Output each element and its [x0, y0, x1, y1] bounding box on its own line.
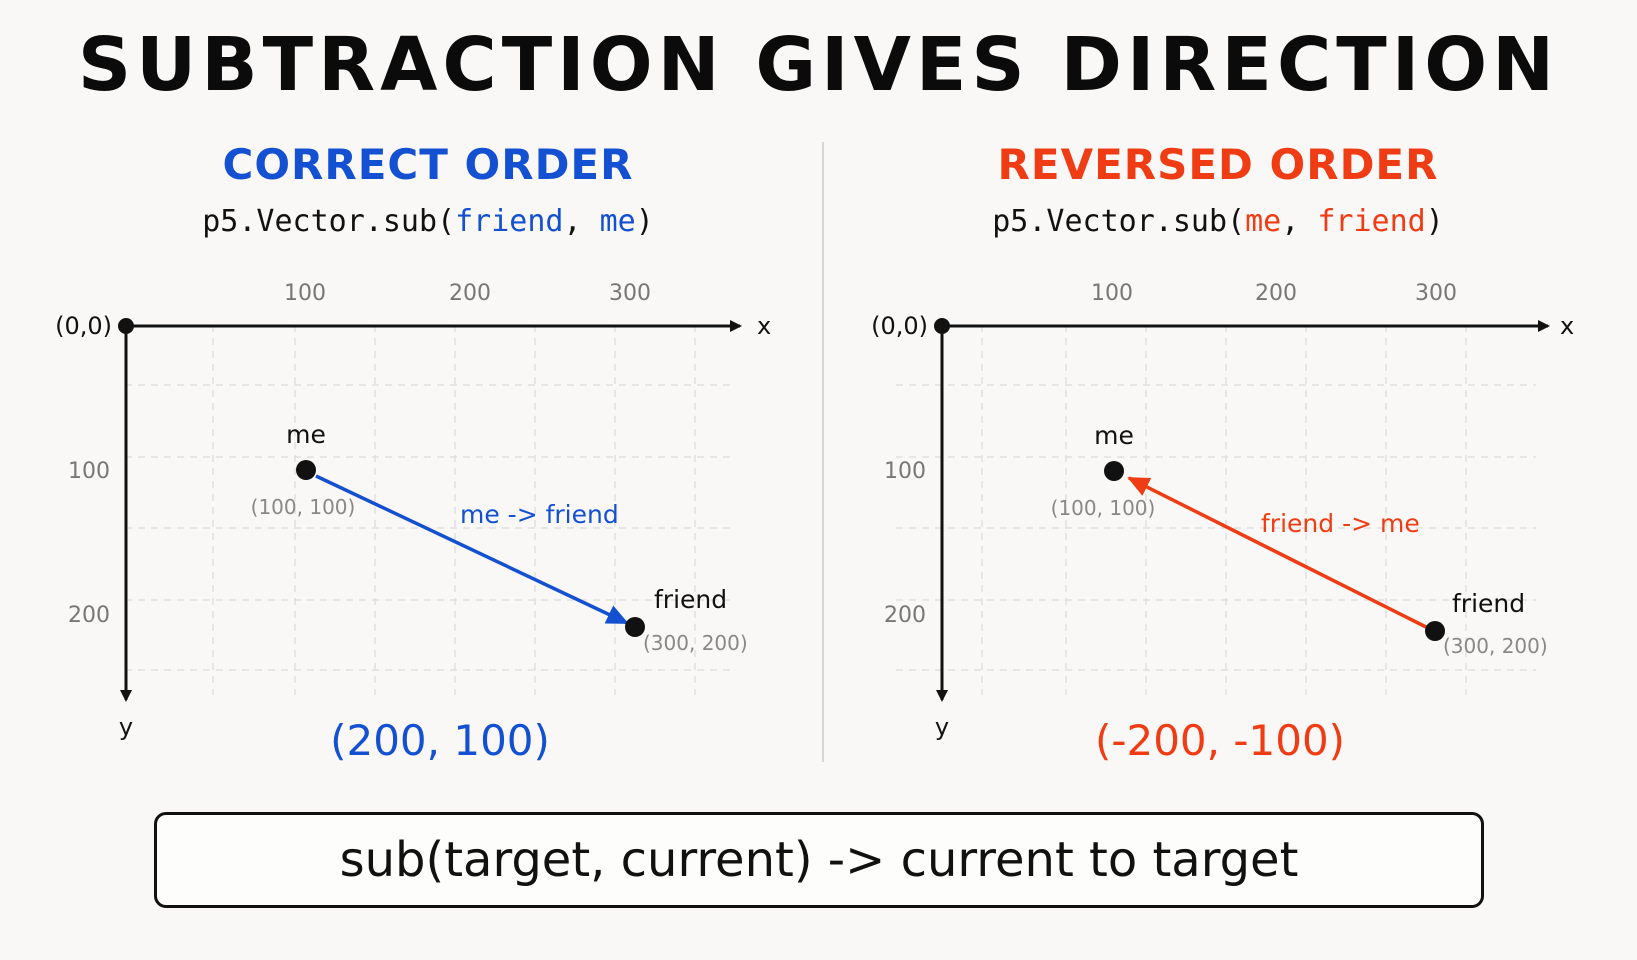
friend-dot: [1425, 621, 1445, 641]
grid: [896, 325, 1536, 695]
code-separator: ,: [1281, 204, 1318, 239]
friend-label: friend: [654, 585, 727, 614]
x-tick: 300: [1415, 281, 1457, 306]
me-dot: [296, 460, 316, 480]
code-suffix: ): [1425, 204, 1444, 239]
vector-label: me -> friend: [460, 500, 619, 529]
code-prefix: p5.Vector.sub(: [992, 204, 1246, 239]
me-dot: [1104, 461, 1124, 481]
y-axis-label: y: [119, 713, 133, 741]
x-axis-label: x: [757, 312, 771, 340]
vector-arrow: [315, 474, 629, 625]
reversed-order-heading: REVERSED ORDER: [997, 140, 1439, 189]
correct-order-diagram: (0,0) x y 100 200 300 100 200 me (100, 1…: [55, 281, 771, 741]
reversed-order-diagram: (0,0) x y 100 200 300 100 200 me (100, 1…: [871, 281, 1574, 741]
x-tick: 100: [284, 281, 326, 306]
y-axis-label: y: [935, 713, 949, 741]
x-tick: 200: [449, 281, 491, 306]
origin-label: (0,0): [55, 312, 112, 340]
code-arg-friend: friend: [1317, 204, 1426, 239]
me-coord: (100, 100): [1051, 496, 1156, 520]
vector-arrow: [1127, 476, 1427, 629]
x-axis-label: x: [1560, 312, 1574, 340]
code-suffix: ): [635, 204, 654, 239]
y-tick: 100: [68, 459, 110, 484]
code-prefix: p5.Vector.sub(: [202, 204, 456, 239]
reversed-order-code: p5.Vector.sub(me, friend): [868, 204, 1568, 239]
me-coord: (100, 100): [251, 495, 356, 519]
origin-dot: [118, 318, 134, 334]
rule-box: sub(target, current) -> current to targe…: [154, 812, 1484, 908]
code-arg-me: me: [599, 204, 636, 239]
correct-result: (200, 100): [330, 716, 550, 765]
me-label: me: [1094, 421, 1134, 450]
code-arg-me: me: [1245, 204, 1282, 239]
origin-dot: [934, 318, 950, 334]
me-label: me: [286, 420, 326, 449]
grid: [125, 325, 730, 695]
correct-order-heading: CORRECT ORDER: [222, 140, 634, 189]
y-tick: 100: [884, 459, 926, 484]
origin-label: (0,0): [871, 312, 928, 340]
x-tick: 300: [609, 281, 651, 306]
panel-divider: [822, 142, 824, 762]
friend-dot: [625, 617, 645, 637]
code-arg-friend: friend: [455, 204, 564, 239]
vector-label: friend -> me: [1261, 509, 1420, 538]
page-title: SUBTRACTION GIVES DIRECTION: [77, 22, 1560, 108]
reversed-result: (-200, -100): [1094, 716, 1346, 765]
y-tick: 200: [68, 603, 110, 628]
friend-coord: (300, 200): [643, 631, 748, 655]
friend-label: friend: [1452, 589, 1525, 618]
x-tick: 100: [1091, 281, 1133, 306]
correct-order-code: p5.Vector.sub(friend, me): [78, 204, 778, 239]
x-tick: 200: [1255, 281, 1297, 306]
friend-coord: (300, 200): [1443, 634, 1548, 658]
y-tick: 200: [884, 603, 926, 628]
code-separator: ,: [563, 204, 600, 239]
rule-text: sub(target, current) -> current to targe…: [339, 832, 1299, 888]
